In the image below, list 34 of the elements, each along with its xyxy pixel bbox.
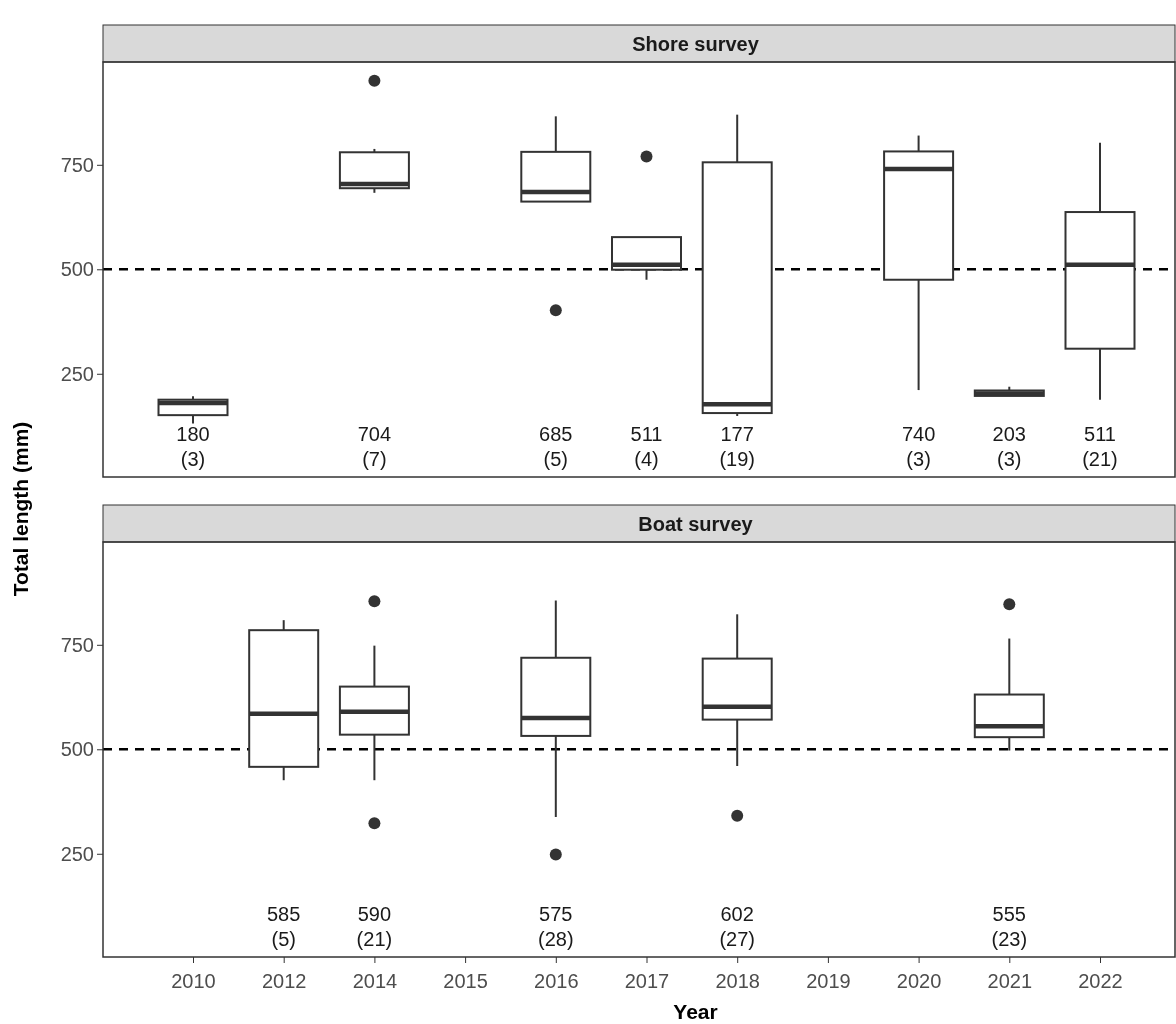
y-tick-label: 750 xyxy=(60,153,94,176)
x-tick-label: 2022 xyxy=(1078,970,1123,992)
y-tick-label: 250 xyxy=(60,842,94,865)
annotation: 203 (3) xyxy=(992,422,1026,470)
annotation: 575 (28) xyxy=(538,902,574,950)
x-tick-label: 2017 xyxy=(624,970,670,992)
annotation: 740 (3) xyxy=(901,422,936,470)
annotation: 511 (4) xyxy=(630,422,663,470)
y-tick-label: 250 xyxy=(60,362,94,385)
x-tick-label: 2020 xyxy=(896,970,942,992)
annotation: 511 (21) xyxy=(1082,422,1118,470)
annotation: 602 (27) xyxy=(719,902,755,950)
x-tick-label: 2010 xyxy=(171,970,216,992)
x-tick-label: 2018 xyxy=(715,970,760,992)
annotation: 180 (3) xyxy=(176,422,210,470)
chart-title: Boat survey xyxy=(638,512,754,535)
x-axis-title: Year xyxy=(673,1000,718,1023)
annotation: 555 (23) xyxy=(991,902,1028,950)
annotation: 590 (21) xyxy=(356,902,393,950)
y-tick-label: 500 xyxy=(60,738,94,761)
annotation: 685 (5) xyxy=(539,422,573,470)
annotation: 704 (7) xyxy=(357,422,392,470)
x-tick-label: 2019 xyxy=(806,970,851,992)
y-tick-label: 500 xyxy=(60,258,94,281)
x-tick-label: 2021 xyxy=(987,970,1033,992)
y-axis-title: Total length (mm) xyxy=(9,421,32,597)
annotation: 177 (19) xyxy=(719,422,755,470)
y-tick-label: 750 xyxy=(60,633,94,656)
x-tick-label: 2014 xyxy=(352,970,398,992)
x-tick-label: 2016 xyxy=(534,970,579,992)
annotation: 585 (5) xyxy=(267,902,301,950)
chart-title: Shore survey xyxy=(632,32,760,55)
x-tick-label: 2012 xyxy=(261,970,307,992)
x-tick-label: 2015 xyxy=(443,970,488,992)
